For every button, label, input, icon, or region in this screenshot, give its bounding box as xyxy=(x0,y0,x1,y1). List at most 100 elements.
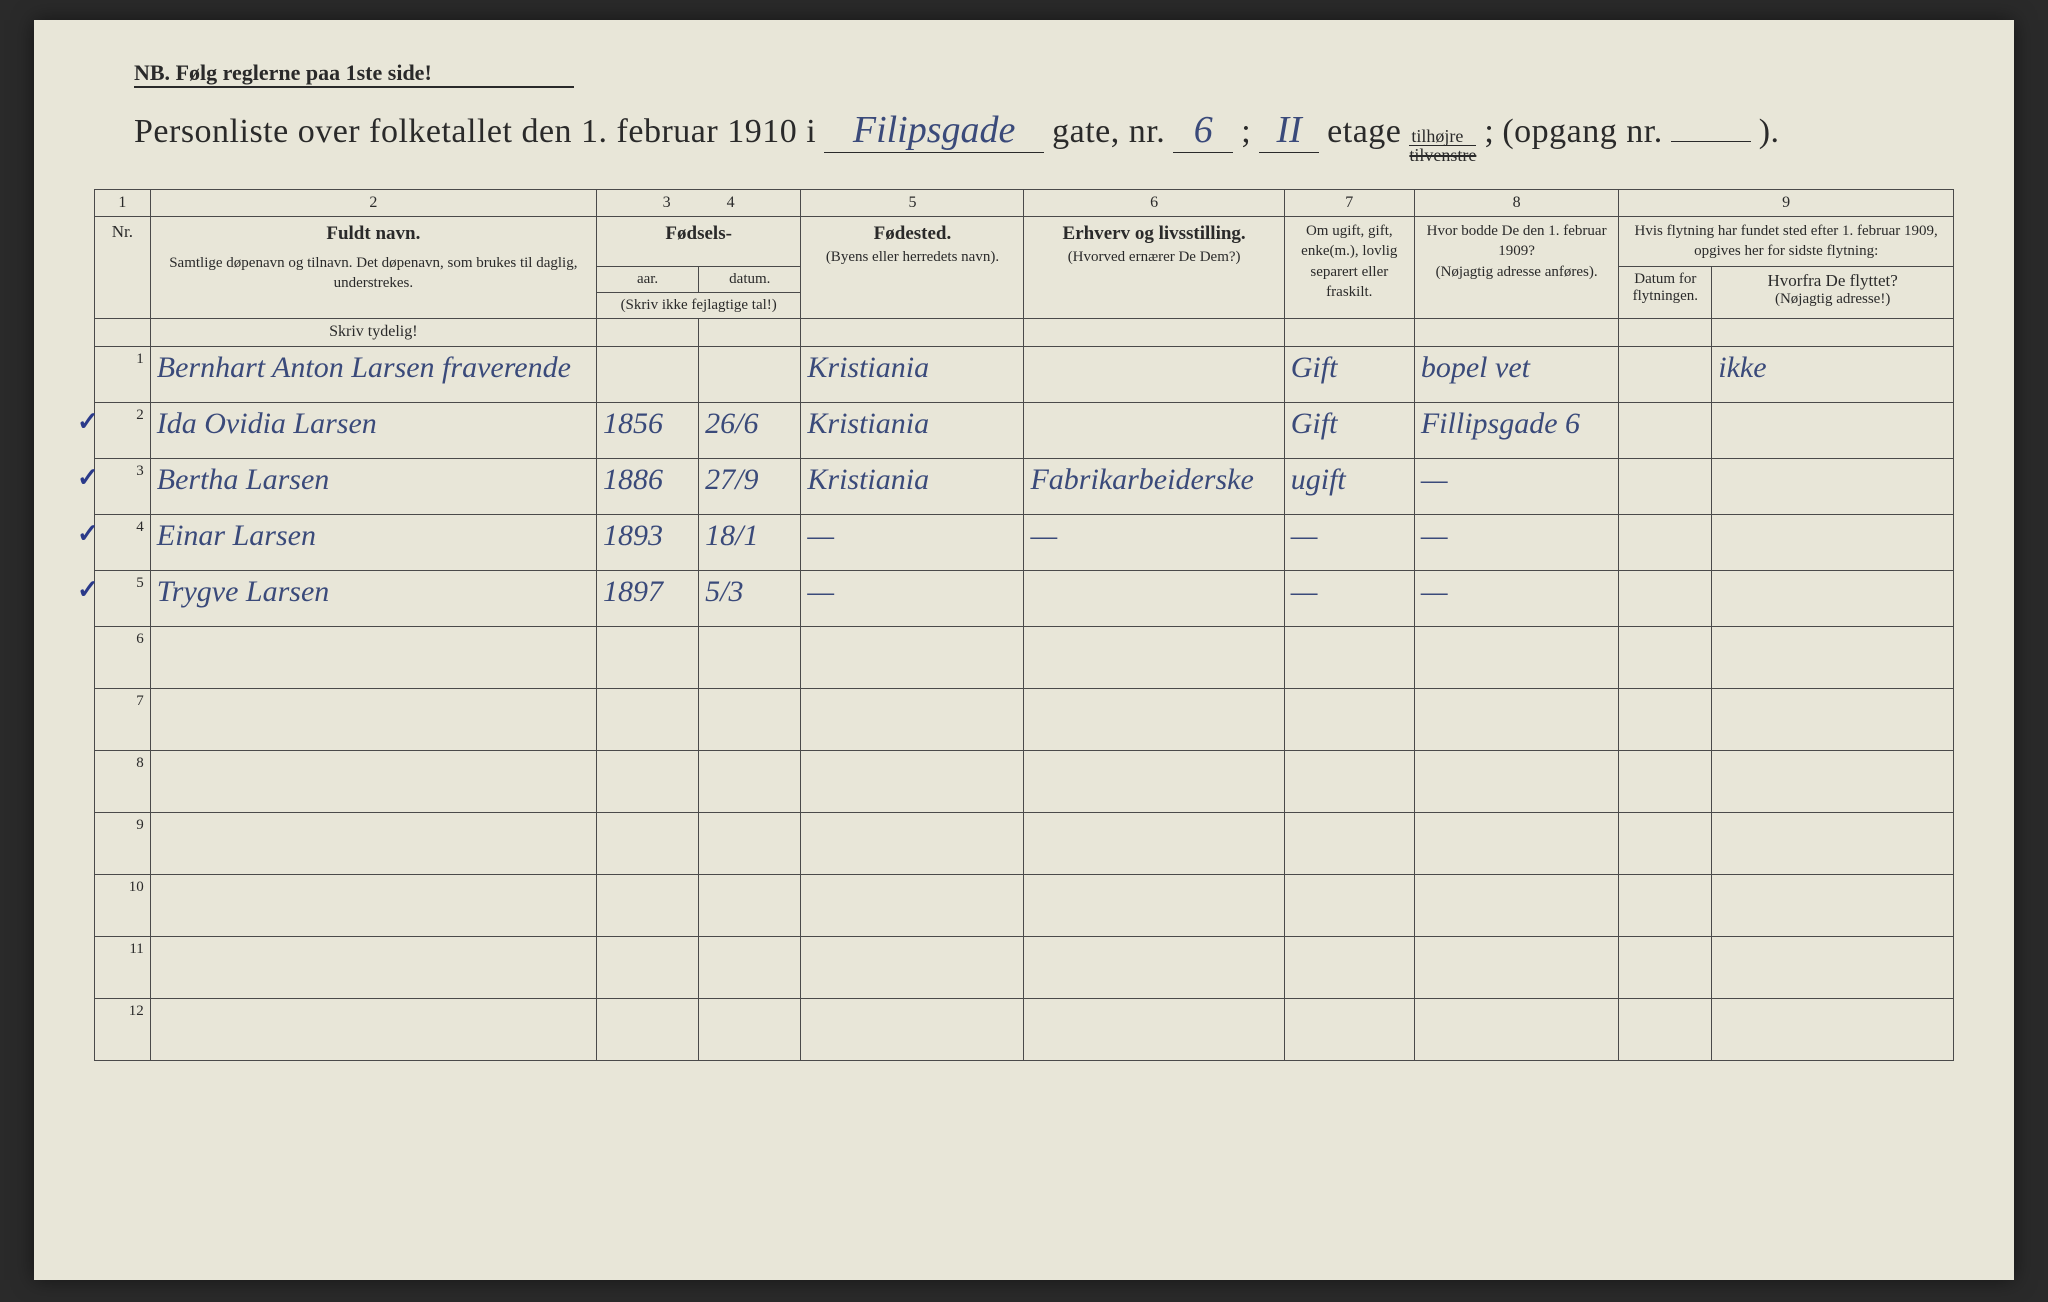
table-row: ✓4Einar Larsen189318/1———— xyxy=(95,514,1954,570)
cell-birthplace: Kristiania xyxy=(801,346,1024,402)
census-form-page: NB. Følg reglerne paa 1ste side! Personl… xyxy=(34,20,2014,1280)
hdr-move-from: Hvorfra De flyttet? (Nøjagtig adresse!) xyxy=(1712,266,1954,318)
side-top: tilhøjre xyxy=(1409,127,1476,146)
cell-occupation xyxy=(1024,346,1284,402)
table-row-empty: 11 xyxy=(95,936,1954,998)
cell-year: 1893 xyxy=(596,514,698,570)
cell-name: Einar Larsen xyxy=(150,514,596,570)
cell-movefrom: ikke xyxy=(1712,346,1954,402)
table-row-empty: 6 xyxy=(95,626,1954,688)
colnum-5: 5 xyxy=(801,190,1024,217)
cell-movedate xyxy=(1619,458,1712,514)
cell-marital: — xyxy=(1284,570,1414,626)
cell-year: 1897 xyxy=(596,570,698,626)
cell-occupation xyxy=(1024,402,1284,458)
cell-prevaddr: — xyxy=(1414,458,1618,514)
nb-text: Følg reglerne paa 1ste side! xyxy=(176,60,432,85)
cell-name: Trygve Larsen xyxy=(150,570,596,626)
hdr-name: Fuldt navn. Samtlige døpenavn og tilnavn… xyxy=(150,217,596,319)
cell-marital: — xyxy=(1284,514,1414,570)
nb-prefix: NB. xyxy=(134,60,170,85)
cell-movedate xyxy=(1619,514,1712,570)
cell-prevaddr: — xyxy=(1414,570,1618,626)
nb-underline xyxy=(134,86,574,88)
header-row-1: Nr. Fuldt navn. Samtlige døpenavn og til… xyxy=(95,217,1954,267)
checkmark-icon: ✓ xyxy=(77,519,99,549)
colnum-1: 1 xyxy=(95,190,151,217)
semicolon2: ; xyxy=(1484,113,1494,151)
etage-value: II xyxy=(1259,108,1319,153)
cell-movefrom xyxy=(1712,458,1954,514)
cell-date xyxy=(699,346,801,402)
cell-marital: Gift xyxy=(1284,402,1414,458)
hdr-occupation: Erhverv og livsstilling. (Hvorved ernære… xyxy=(1024,217,1284,319)
row-number: 7 xyxy=(95,688,151,750)
row-number: ✓4 xyxy=(95,514,151,570)
colnum-8: 8 xyxy=(1414,190,1618,217)
side-bottom: tilvenstre xyxy=(1409,146,1476,164)
table-row: ✓3Bertha Larsen188627/9KristianiaFabrika… xyxy=(95,458,1954,514)
row-number: ✓3 xyxy=(95,458,151,514)
table-row-empty: 10 xyxy=(95,874,1954,936)
cell-prevaddr: — xyxy=(1414,514,1618,570)
cell-marital: Gift xyxy=(1284,346,1414,402)
data-body: 1Bernhart Anton Larsen fraverendeKristia… xyxy=(95,346,1954,626)
cell-date: 5/3 xyxy=(699,570,801,626)
hdr-name-sub: Samtlige døpenavn og tilnavn. Det døpena… xyxy=(157,253,590,294)
cell-marital: ugift xyxy=(1284,458,1414,514)
cell-movedate xyxy=(1619,570,1712,626)
hdr-marital: Om ugift, gift, enke(m.), lovlig separer… xyxy=(1284,217,1414,319)
cell-date: 26/6 xyxy=(699,402,801,458)
table-row: ✓2Ida Ovidia Larsen185626/6Kristiania Gif… xyxy=(95,402,1954,458)
cell-birthplace: Kristiania xyxy=(801,402,1024,458)
cell-occupation xyxy=(1024,570,1284,626)
colnum-7: 7 xyxy=(1284,190,1414,217)
table-row: 1Bernhart Anton Larsen fraverendeKristia… xyxy=(95,346,1954,402)
row-number: 1 xyxy=(95,346,151,402)
colnum-6: 6 xyxy=(1024,190,1284,217)
cell-movefrom xyxy=(1712,402,1954,458)
checkmark-icon: ✓ xyxy=(77,463,99,493)
hdr-birthplace: Fødested. (Byens eller herredets navn). xyxy=(801,217,1024,319)
hint-text: Skriv tydelig! xyxy=(150,318,596,346)
row-number: 6 xyxy=(95,626,151,688)
form-title-line: Personliste over folketallet den 1. febr… xyxy=(134,108,1954,164)
semicolon: ; xyxy=(1241,113,1251,151)
table-row-empty: 7 xyxy=(95,688,1954,750)
cell-movedate xyxy=(1619,402,1712,458)
opgang-value xyxy=(1671,141,1751,142)
cell-movefrom xyxy=(1712,570,1954,626)
table-row-empty: 8 xyxy=(95,750,1954,812)
etage-label: etage xyxy=(1327,113,1401,151)
census-table: 1 2 3 4 5 6 7 8 9 Nr. Fuldt navn. Samtli… xyxy=(94,189,1954,1061)
colnum-2: 2 xyxy=(150,190,596,217)
row-number: ✓2 xyxy=(95,402,151,458)
opgang-close: ). xyxy=(1759,113,1780,151)
cell-prevaddr: bopel vet xyxy=(1414,346,1618,402)
cell-birthplace: — xyxy=(801,514,1024,570)
cell-name: Ida Ovidia Larsen xyxy=(150,402,596,458)
cell-prevaddr: Fillipsgade 6 xyxy=(1414,402,1618,458)
gate-label: gate, nr. xyxy=(1052,113,1165,151)
gate-number: 6 xyxy=(1173,108,1233,153)
cell-year: 1856 xyxy=(596,402,698,458)
row-number: 9 xyxy=(95,812,151,874)
row-number: ✓5 xyxy=(95,570,151,626)
checkmark-icon: ✓ xyxy=(77,575,99,605)
empty-body: 6789101112 xyxy=(95,626,1954,1060)
nb-instruction: NB. Følg reglerne paa 1ste side! xyxy=(94,60,1954,88)
hdr-nr: Nr. xyxy=(95,217,151,319)
hdr-birth-year: aar. xyxy=(596,266,698,292)
table-row: ✓5Trygve Larsen18975/3——— xyxy=(95,570,1954,626)
hdr-prevaddr: Hvor bodde De den 1. februar 1909? (Nøja… xyxy=(1414,217,1618,319)
row-number: 10 xyxy=(95,874,151,936)
opgang-label: (opgang nr. xyxy=(1502,113,1662,151)
row-number: 11 xyxy=(95,936,151,998)
hdr-birth-note: (Skriv ikke fejlagtige tal!) xyxy=(596,292,800,318)
colnum-9: 9 xyxy=(1619,190,1954,217)
column-numbers-row: 1 2 3 4 5 6 7 8 9 xyxy=(95,190,1954,217)
street-value: Filipsgade xyxy=(824,108,1044,153)
cell-year: 1886 xyxy=(596,458,698,514)
cell-birthplace: — xyxy=(801,570,1024,626)
cell-occupation: Fabrikarbeiderske xyxy=(1024,458,1284,514)
